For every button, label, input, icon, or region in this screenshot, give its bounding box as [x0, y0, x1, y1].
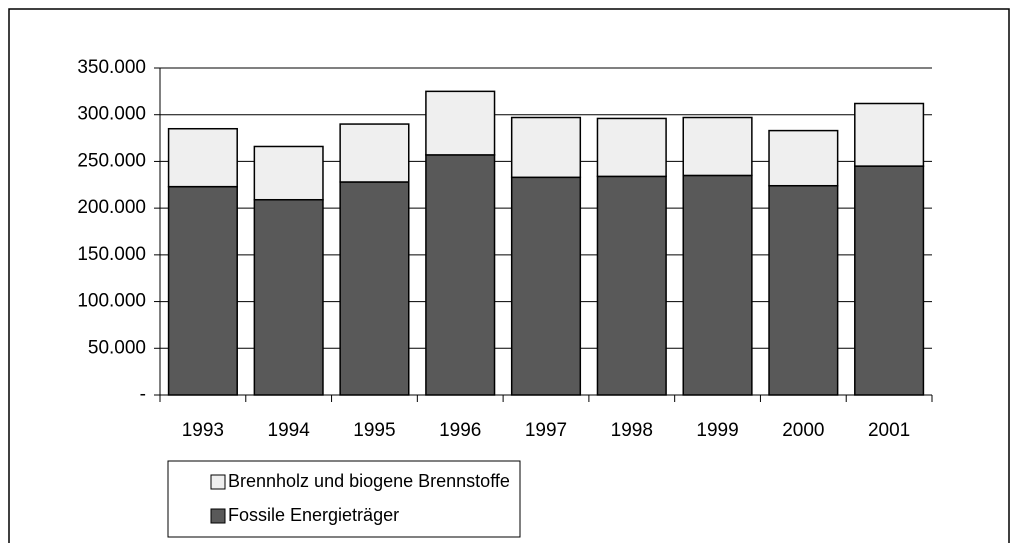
x-tick-label: 1997	[525, 420, 567, 441]
x-tick-label: 1999	[696, 420, 738, 441]
bar-segment	[510, 176, 582, 396]
legend-swatch	[210, 508, 226, 524]
legend-swatch	[210, 474, 226, 490]
y-tick-label: 150.000	[77, 244, 146, 265]
bar-segment	[682, 116, 753, 177]
x-tick-label: 1995	[353, 420, 395, 441]
legend-box	[167, 460, 521, 538]
x-tick-label: 1993	[182, 420, 224, 441]
bar-segment	[854, 102, 925, 167]
bar-segment	[596, 117, 667, 178]
bar-segment	[425, 90, 496, 156]
bar-segment	[253, 145, 324, 201]
y-tick-label: 300.000	[77, 104, 146, 125]
bar-segment	[682, 174, 753, 396]
bar-segment	[167, 185, 238, 396]
y-tick-label: 350.000	[77, 57, 146, 78]
x-tick-label: 2001	[868, 420, 910, 441]
bar-segment	[596, 175, 667, 396]
bar-segment	[339, 123, 410, 183]
y-tick-label: 250.000	[77, 150, 146, 171]
bar-segment	[768, 184, 839, 396]
y-tick-label: 200.000	[77, 197, 146, 218]
y-tick-label: 50.000	[88, 337, 146, 358]
bar-segment	[854, 165, 925, 396]
bar-segment	[768, 129, 839, 187]
x-tick-label: 2000	[782, 420, 824, 441]
y-tick-label: 100.000	[77, 291, 146, 312]
bar-segment	[425, 154, 496, 396]
x-tick-label: 1996	[439, 420, 481, 441]
y-tick-label: -	[140, 384, 146, 405]
x-tick-label: 1994	[268, 420, 311, 441]
x-tick-label: 1998	[611, 420, 653, 441]
bar-segment	[510, 116, 582, 179]
legend-label: Brennholz und biogene Brennstoffe	[228, 471, 510, 491]
bar-segment	[253, 198, 324, 396]
bar-segment	[339, 181, 410, 396]
bar-segment	[167, 127, 238, 188]
legend-label: Fossile Energieträger	[228, 505, 399, 525]
